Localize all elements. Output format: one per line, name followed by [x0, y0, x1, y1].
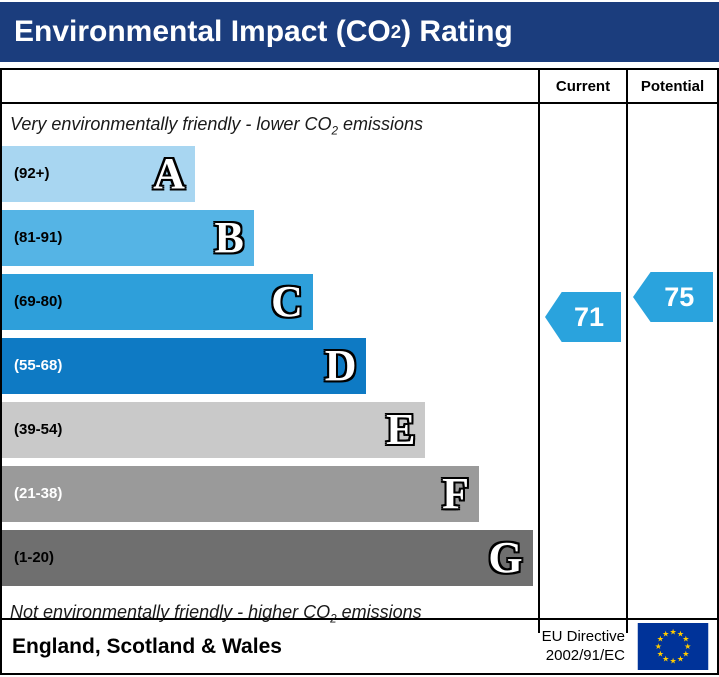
- band-range-label: (69-80): [14, 293, 63, 311]
- eu-directive-line2: 2002/91/EC: [545, 646, 625, 664]
- bottom-note-suffix: emissions: [336, 601, 422, 622]
- header-empty-cell: [2, 70, 538, 104]
- band-letter: F: [442, 468, 470, 518]
- svg-text:★: ★: [677, 629, 684, 638]
- current-rating-value: 71: [573, 301, 605, 332]
- band-letter: E: [386, 404, 416, 454]
- band-row-b: (81-91) B: [2, 209, 538, 274]
- svg-text:★: ★: [682, 635, 689, 644]
- bands-area: Very environmentally friendly - lower CO…: [2, 104, 538, 633]
- band-row-g: (1-20) G: [2, 529, 538, 594]
- top-note-suffix: emissions: [337, 114, 423, 134]
- svg-text:★: ★: [662, 629, 669, 638]
- svg-text:★: ★: [655, 642, 662, 651]
- top-note-subscript: 2: [331, 124, 338, 138]
- band-bar-d: (55-68) D: [2, 337, 367, 394]
- band-range-label: (21-38): [14, 485, 63, 503]
- top-note-text: Very environmentally friendly - lower CO: [10, 114, 332, 134]
- current-rating-arrow: 71: [545, 292, 621, 342]
- bottom-note: Not environmentally friendly - higher CO…: [2, 594, 538, 634]
- eu-directive-label: EU Directive 2002/91/EC: [542, 628, 625, 666]
- band-bar-e: (39-54) E: [2, 401, 426, 458]
- band-bar-a: (92+) A: [2, 145, 195, 202]
- band-letter: C: [271, 276, 303, 326]
- svg-text:★: ★: [657, 649, 664, 658]
- region-label: England, Scotland & Wales: [12, 634, 282, 658]
- band-letter: A: [153, 148, 185, 198]
- svg-text:★: ★: [669, 627, 676, 636]
- band-row-e: (39-54) E: [2, 401, 538, 466]
- svg-text:★: ★: [662, 655, 669, 664]
- band-bar-b: (81-91) B: [2, 209, 254, 266]
- band-letter: D: [324, 340, 357, 390]
- potential-rating-value: 75: [664, 281, 695, 312]
- svg-text:★: ★: [677, 655, 684, 664]
- title-text: Environmental Impact (CO: [14, 15, 391, 48]
- band-range-label: (39-54): [14, 421, 63, 439]
- page-title: Environmental Impact (CO 2) Rating: [0, 2, 719, 62]
- band-letter: G: [488, 532, 523, 582]
- band-row-d: (55-68) D: [2, 337, 538, 402]
- band-range-label: (55-68): [14, 357, 63, 375]
- band-bar-g: (1-20) G: [2, 529, 533, 586]
- band-bar-f: (21-38) F: [2, 465, 480, 522]
- band-range-label: (81-91): [14, 229, 63, 247]
- band-range-label: (92+): [14, 165, 50, 183]
- footer-right: EU Directive 2002/91/EC ★ ★ ★ ★ ★ ★ ★ ★ ★ ★ ★ ★: [542, 623, 709, 670]
- footer: England, Scotland & Wales EU Directive 2…: [0, 620, 719, 675]
- eu-directive-line1: EU Directive: [541, 627, 625, 645]
- title-suffix: ) Rating: [401, 15, 513, 48]
- eu-flag-icon: ★ ★★★★★★★★★★★: [637, 623, 709, 670]
- band-row-f: (21-38) F: [2, 465, 538, 530]
- potential-rating-arrow: 75: [633, 272, 713, 322]
- band-row-a: (92+) A: [2, 145, 538, 210]
- title-subscript: 2: [390, 21, 402, 42]
- band-range-label: (1-20): [14, 549, 55, 567]
- svg-text:★: ★: [657, 635, 664, 644]
- header-potential: Potential: [626, 70, 717, 104]
- svg-text:★: ★: [682, 649, 689, 658]
- potential-column: 75: [626, 104, 717, 634]
- rating-table: Current Potential Very environmentally f…: [0, 68, 719, 634]
- band-row-c: (69-80) C: [2, 273, 538, 338]
- current-column: 71: [538, 104, 626, 634]
- eu-stars-icon: ★ ★★★★★★★★★★★: [655, 627, 691, 665]
- svg-text:★: ★: [684, 642, 691, 651]
- top-note: Very environmentally friendly - lower CO…: [2, 110, 538, 146]
- band-letter: B: [214, 212, 244, 262]
- band-bar-c: (69-80) C: [2, 273, 313, 330]
- header-current: Current: [538, 70, 626, 104]
- bottom-note-subscript: 2: [330, 612, 337, 626]
- bottom-note-text: Not environmentally friendly - higher CO: [10, 601, 331, 622]
- svg-text:★: ★: [669, 657, 676, 666]
